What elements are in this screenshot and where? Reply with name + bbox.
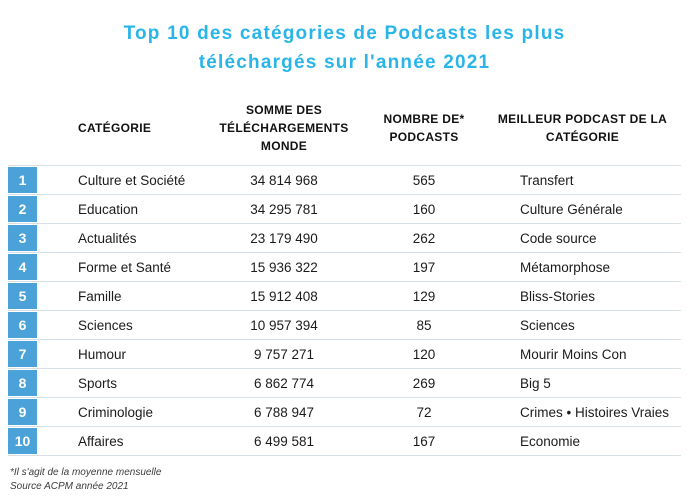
rank-cell: 6 [8,311,44,339]
cell-categorie: Forme et Santé [78,259,172,275]
rank-cell: 7 [8,340,44,368]
cell-meilleur: Mourir Moins Con [520,346,627,362]
rank-badge: 2 [8,196,37,222]
footnote-source: Source ACPM année 2021 [10,481,129,492]
table-header: CATÉGORIE SOMME DES TÉLÉCHARGEMENTS MOND… [8,91,681,165]
cell-categorie: Humour [78,346,127,362]
table-row: 5 Famille 15 912 408 129 Bliss-Stories [8,282,681,311]
cell-nombre: 72 [416,404,432,420]
rank-cell: 3 [8,224,44,252]
cell-somme: 6 499 581 [253,433,315,449]
cell-meilleur: Crimes • Histoires Vraies [520,404,670,420]
cell-somme: 10 957 394 [250,317,318,333]
rank-badge: 6 [8,312,37,338]
rank-badge: 3 [8,225,37,251]
cell-meilleur: Bliss-Stories [520,288,596,304]
cell-somme: 9 757 271 [253,346,315,362]
cell-somme: 6 862 774 [253,375,315,391]
table-row: 4 Forme et Santé 15 936 322 197 Métamorp… [8,253,681,282]
rank-badge: 10 [8,428,37,454]
header-somme: SOMME DES TÉLÉCHARGEMENTS MONDE [219,103,349,153]
table-row: 2 Education 34 295 781 160 Culture Génér… [8,195,681,224]
cell-nombre: 269 [412,375,436,391]
cell-nombre: 167 [412,433,436,449]
cell-somme: 23 179 490 [250,230,318,246]
cell-nombre: 160 [412,201,436,217]
rank-badge: 7 [8,341,37,367]
cell-categorie: Education [78,201,139,217]
cell-nombre: 129 [412,288,436,304]
header-meilleur: MEILLEUR PODCAST DE LA CATÉGORIE [497,112,668,144]
cell-categorie: Sports [78,375,118,391]
cell-nombre: 197 [412,259,436,275]
cell-meilleur: Code source [520,230,597,246]
header-categorie: CATÉGORIE [78,121,152,135]
cell-categorie: Actualités [78,230,137,246]
rank-cell: 9 [8,398,44,426]
cell-nombre: 565 [412,172,436,188]
cell-somme: 34 814 968 [250,172,318,188]
footnote-asterisk: *Il s'agit de la moyenne mensuelle [10,467,162,478]
table-row: 1 Culture et Société 34 814 968 565 Tran… [8,166,681,195]
rank-cell: 4 [8,253,44,281]
rank-badge: 5 [8,283,37,309]
cell-categorie: Sciences [78,317,133,333]
cell-nombre: 262 [412,230,436,246]
cell-meilleur: Sciences [520,317,575,333]
table-row: 3 Actualités 23 179 490 262 Code source [8,224,681,253]
rank-badge: 4 [8,254,37,280]
cell-categorie: Criminologie [78,404,154,420]
cell-meilleur: Big 5 [520,375,551,391]
cell-categorie: Affaires [78,433,124,449]
podcast-table: CATÉGORIE SOMME DES TÉLÉCHARGEMENTS MOND… [8,91,681,456]
cell-meilleur: Culture Générale [520,201,623,217]
cell-meilleur: Métamorphose [520,259,611,275]
cell-somme: 34 295 781 [250,201,318,217]
rank-badge: 1 [8,167,37,193]
table-body: 1 Culture et Société 34 814 968 565 Tran… [8,165,681,456]
cell-nombre: 120 [412,346,436,362]
cell-categorie: Culture et Société [78,172,186,188]
table-row: 7 Humour 9 757 271 120 Mourir Moins Con [8,340,681,369]
rank-badge: 8 [8,370,37,396]
table-row: 8 Sports 6 862 774 269 Big 5 [8,369,681,398]
table-row: 6 Sciences 10 957 394 85 Sciences [8,311,681,340]
table-row: 9 Criminologie 6 788 947 72 Crimes • His… [8,398,681,427]
cell-somme: 15 936 322 [250,259,318,275]
page-title: Top 10 des catégories de Podcasts les pl… [123,23,566,73]
cell-nombre: 85 [416,317,432,333]
footnotes: *Il s'agit de la moyenne mensuelle Sourc… [8,466,681,494]
table-row: 10 Affaires 6 499 581 167 Economie [8,427,681,456]
rank-cell: 10 [8,427,44,455]
cell-somme: 15 912 408 [250,288,318,304]
header-nombre: NOMBRE DE* PODCASTS [383,112,465,144]
rank-badge: 9 [8,399,37,425]
rank-cell: 8 [8,369,44,397]
cell-meilleur: Economie [520,433,581,449]
rank-cell: 1 [8,166,44,194]
cell-meilleur: Transfert [520,172,574,188]
cell-categorie: Famille [78,288,122,304]
rank-cell: 5 [8,282,44,310]
cell-somme: 6 788 947 [253,404,315,420]
rank-cell: 2 [8,195,44,223]
